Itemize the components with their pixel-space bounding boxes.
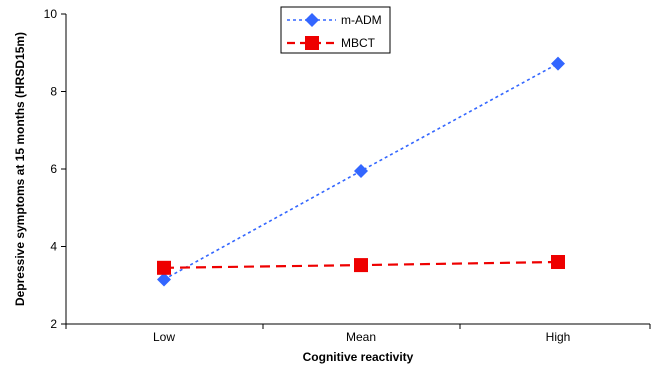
x-tick-label: Low <box>153 330 175 344</box>
legend-item: MBCT <box>287 36 376 50</box>
data-point <box>551 255 565 269</box>
y-tick-label: 6 <box>50 162 57 176</box>
legend-marker <box>305 13 319 27</box>
y-axis-title: Depressive symptoms at 15 months (HRSD15… <box>13 32 27 306</box>
x-axis: Low Mean High <box>65 323 651 344</box>
legend-label: MBCT <box>341 36 376 50</box>
x-axis-title: Cognitive reactivity <box>303 350 414 364</box>
series-m-adm <box>157 56 565 287</box>
y-axis-ticks: 2 4 6 8 10 <box>44 7 66 331</box>
x-axis-ticks: Low Mean High <box>65 324 651 344</box>
y-tick-label: 4 <box>50 240 57 254</box>
legend-box <box>280 6 391 54</box>
data-point <box>157 272 171 287</box>
legend-label: m-ADM <box>341 13 382 27</box>
y-tick-label: 10 <box>44 7 58 21</box>
y-tick-label: 2 <box>50 317 57 331</box>
data-point <box>157 260 171 275</box>
x-tick-label: Mean <box>346 330 376 344</box>
y-tick-label: 8 <box>50 85 57 99</box>
data-point <box>551 56 565 71</box>
legend-item: m-ADM <box>287 13 382 27</box>
y-axis: 2 4 6 8 10 <box>44 7 67 331</box>
legend-items: m-ADM MBCT <box>287 13 382 50</box>
legend-marker <box>305 36 319 50</box>
x-tick-label: High <box>546 330 571 344</box>
data-point <box>354 163 368 178</box>
series-layer <box>157 56 565 287</box>
series-mbct <box>157 255 565 275</box>
data-point <box>354 258 368 273</box>
legend: m-ADM MBCT <box>280 6 391 54</box>
